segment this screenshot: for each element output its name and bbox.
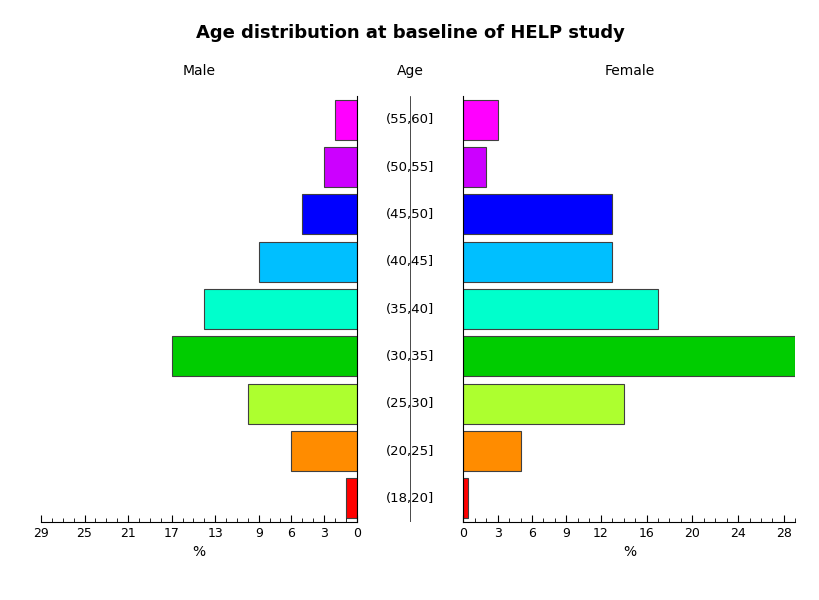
Bar	[463, 478, 468, 518]
X-axis label: %: %	[622, 545, 636, 559]
Text: (30,35]: (30,35]	[386, 350, 433, 363]
Text: (35,40]: (35,40]	[386, 302, 433, 316]
Text: Age distribution at baseline of HELP study: Age distribution at baseline of HELP stu…	[195, 24, 624, 42]
Bar	[324, 147, 356, 187]
Bar	[463, 431, 520, 471]
X-axis label: %: %	[192, 545, 206, 559]
Bar	[247, 383, 356, 424]
Bar	[463, 242, 612, 282]
Text: (45,50]: (45,50]	[386, 208, 433, 221]
Bar	[171, 336, 356, 376]
Bar	[334, 100, 356, 140]
Text: (40,45]: (40,45]	[386, 255, 433, 268]
Text: Female: Female	[604, 64, 654, 78]
Bar	[463, 194, 612, 235]
Text: (55,60]: (55,60]	[386, 113, 433, 126]
Bar	[463, 383, 623, 424]
Bar	[463, 100, 497, 140]
Text: Male: Male	[182, 64, 215, 78]
Bar	[463, 336, 794, 376]
Text: (18,20]: (18,20]	[386, 492, 433, 505]
Bar	[302, 194, 356, 235]
Text: (50,55]: (50,55]	[386, 160, 433, 173]
Bar	[346, 478, 356, 518]
Bar	[463, 147, 486, 187]
Text: (25,30]: (25,30]	[386, 397, 433, 410]
Bar	[259, 242, 356, 282]
Bar	[204, 289, 356, 329]
Bar	[463, 289, 657, 329]
Bar	[291, 431, 356, 471]
Text: (20,25]: (20,25]	[386, 445, 433, 457]
Text: Age: Age	[396, 64, 423, 78]
